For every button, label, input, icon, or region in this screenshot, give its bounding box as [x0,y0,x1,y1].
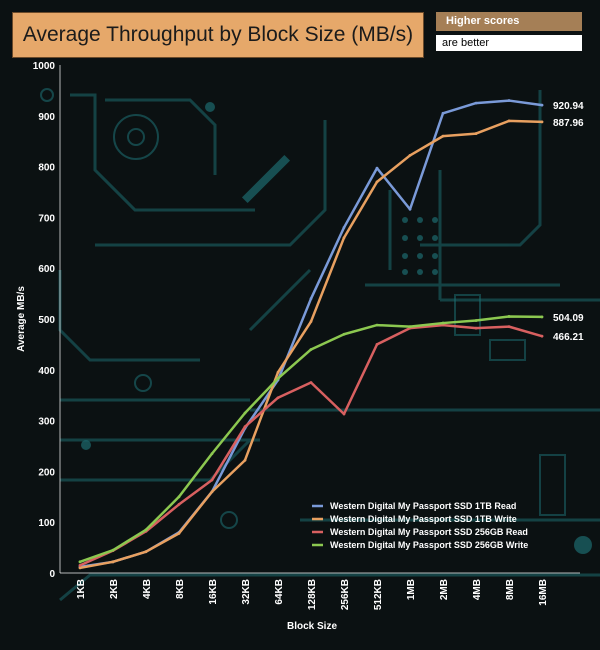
series-lines [78,99,544,570]
data-point [474,101,478,105]
x-tick-label: 512KB [373,579,384,610]
data-point [474,132,478,135]
data-point [441,134,445,138]
legend-entry: Western Digital My Passport SSD 1TB Read [330,501,516,511]
end-value-label: 504.09 [553,313,584,324]
x-tick-labels: 1KB 2KB 4KB 8KB 16KB 32KB 64KB 128KB 256KB 512KB 1… [76,579,549,610]
data-point [309,348,313,351]
data-point [177,503,181,506]
data-point [408,325,412,329]
x-tick-label: 32KB [241,579,252,605]
are-better-badge: are better [436,35,582,51]
y-tick-label: 1000 [33,61,56,72]
x-tick-label: 2MB [439,579,450,600]
data-point [144,528,148,532]
y-tick-label: 600 [38,264,55,275]
data-point [210,478,214,482]
data-point [276,396,280,400]
y-tick-label: 100 [38,518,55,529]
end-value-label: 920.94 [553,101,584,112]
end-value-label: 887.96 [553,118,584,129]
data-point [78,563,82,567]
data-point [441,111,445,115]
y-tick-label: 500 [38,315,55,326]
x-tick-label: 128KB [307,579,318,610]
x-tick-label: 4KB [142,579,153,599]
data-point [375,343,379,346]
x-tick-label: 1MB [406,579,417,600]
data-point [342,236,346,240]
data-point [243,411,247,415]
data-point [309,381,313,384]
data-point [243,425,247,429]
data-point [474,326,478,330]
data-point [342,332,346,336]
legend-entry: Western Digital My Passport SSD 1TB Writ… [330,514,517,524]
y-tick-label: 800 [38,163,55,174]
data-point [111,560,115,564]
x-tick-label: 1KB [76,579,87,599]
x-tick-label: 2KB [109,579,120,599]
data-point [507,315,511,318]
data-point [111,548,115,552]
data-point [507,99,511,102]
x-tick-label: 8KB [175,579,186,599]
data-point [441,321,445,325]
data-point [144,550,148,554]
x-axis-label: Block Size [287,621,337,632]
y-tick-label: 700 [38,213,55,224]
data-point [210,452,214,456]
end-value-labels: 920.94 887.96 466.21 504.09 [553,101,584,343]
chart-title: Average Throughput by Block Size (MB/s) [12,12,424,58]
data-point [177,531,181,535]
end-value-label: 466.21 [553,332,584,343]
y-tick-label: 300 [38,417,55,428]
higher-scores-badge: Higher scores [436,12,582,31]
y-tick-label: 900 [38,112,55,123]
data-point [342,226,346,229]
data-point [507,325,511,329]
data-point [408,154,412,157]
y-tick-label: 400 [38,366,55,377]
data-point [342,412,346,416]
data-point [540,103,544,107]
y-tick-label: 200 [38,467,55,478]
series-line-3 [78,315,544,564]
data-point [243,458,247,462]
data-point [474,319,478,322]
series-line-0 [78,99,544,569]
y-axis-label: Average MB/s [16,286,27,352]
data-point [375,323,379,327]
data-point [507,119,511,123]
legend-entry: Western Digital My Passport SSD 256GB Re… [330,527,528,537]
data-point [540,334,544,338]
x-tick-label: 16MB [538,579,549,606]
data-point [309,320,313,323]
data-point [210,490,214,494]
data-point [540,315,544,319]
data-point [309,297,313,301]
data-point [177,495,181,499]
y-tick-labels: 0 100 200 300 400 500 600 700 800 900 1000 [33,61,56,580]
x-tick-label: 64KB [274,579,285,605]
x-tick-label: 4MB [472,579,483,600]
x-tick-label: 16KB [208,579,219,605]
data-point [276,377,280,380]
x-tick-label: 8MB [505,579,516,600]
x-tick-label: 256KB [340,579,351,610]
data-point [78,566,82,570]
chart-legend: Western Digital My Passport SSD 1TB Read… [312,501,528,550]
data-point [408,207,412,211]
data-point [540,120,544,124]
data-point [78,560,82,564]
y-tick-label: 0 [49,569,55,580]
data-point [375,180,379,184]
data-point [375,166,379,170]
legend-entry: Western Digital My Passport SSD 256GB Wr… [330,540,528,550]
data-point [276,370,280,374]
